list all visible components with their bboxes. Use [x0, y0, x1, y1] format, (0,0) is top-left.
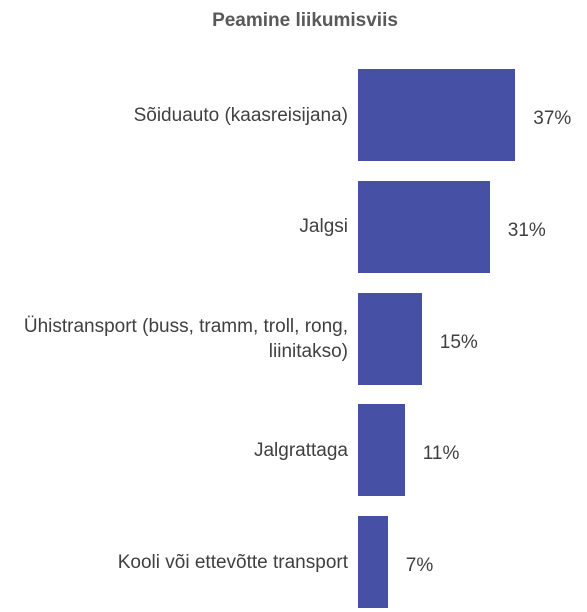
- bar: [358, 180, 490, 273]
- value-label: 15%: [439, 331, 478, 353]
- value-label: 7%: [405, 555, 434, 577]
- chart-title: Peamine liikumisviis: [212, 10, 398, 31]
- bar: [358, 69, 516, 161]
- bar: [358, 516, 388, 609]
- category-label: Kooli või ettevõtte transport: [117, 551, 348, 573]
- category-label: Jalgsi: [299, 216, 348, 238]
- category-label: Ühistransport (buss, tramm, troll, rong,…: [23, 315, 348, 362]
- bar: [358, 404, 405, 497]
- category-label: Sõiduauto (kaasreisijana): [133, 104, 348, 126]
- value-label: 31%: [507, 219, 546, 241]
- category-label: Jalgrattaga: [253, 439, 348, 461]
- value-label: 11%: [422, 443, 460, 465]
- bar: [358, 292, 422, 385]
- value-label: 37%: [533, 108, 572, 129]
